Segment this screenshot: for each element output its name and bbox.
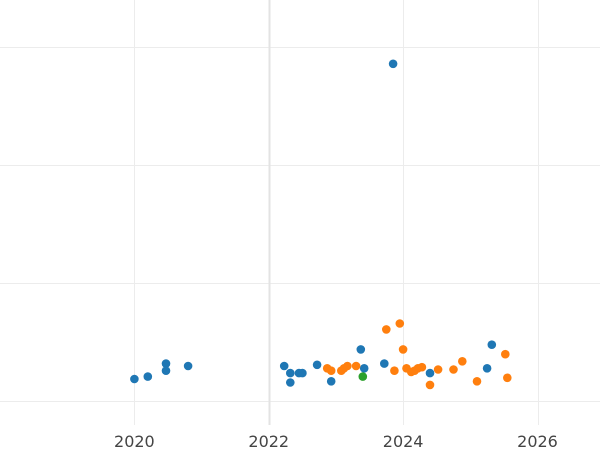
data-point [425, 380, 435, 390]
data-point [351, 361, 361, 371]
data-point [161, 366, 171, 376]
data-point [143, 372, 153, 381]
data-point [312, 360, 322, 370]
x-tick-label: 2024 [383, 432, 424, 450]
data-point [380, 359, 389, 368]
data-point [417, 362, 427, 372]
data-point [395, 319, 405, 328]
data-point [433, 365, 443, 374]
data-point [356, 345, 366, 354]
data-point [501, 349, 510, 359]
data-point [388, 59, 398, 69]
data-point [390, 366, 399, 376]
x-tick-label: 2020 [114, 432, 155, 450]
data-point [298, 368, 307, 378]
x-tick-label: 2026 [517, 432, 558, 450]
data-point [425, 368, 435, 378]
data-point [358, 372, 368, 381]
data-points [130, 59, 512, 390]
data-point [326, 366, 336, 376]
data-point [458, 357, 467, 366]
x-axis-tick-labels: 2020 2022 2024 2026 [114, 432, 558, 450]
data-point [359, 364, 369, 373]
data-point [161, 359, 171, 368]
data-point [286, 368, 295, 378]
data-point [503, 373, 512, 383]
data-point [326, 377, 336, 386]
grid [0, 0, 600, 425]
data-point [382, 325, 391, 334]
data-point [449, 365, 458, 374]
data-point [279, 361, 289, 371]
data-point [343, 361, 352, 371]
data-point [183, 361, 193, 371]
data-point [487, 340, 497, 350]
data-point [482, 364, 492, 373]
data-point [472, 377, 482, 386]
data-point [130, 374, 139, 384]
data-point [286, 378, 295, 387]
x-tick-label: 2022 [248, 432, 289, 450]
data-point [398, 345, 408, 354]
